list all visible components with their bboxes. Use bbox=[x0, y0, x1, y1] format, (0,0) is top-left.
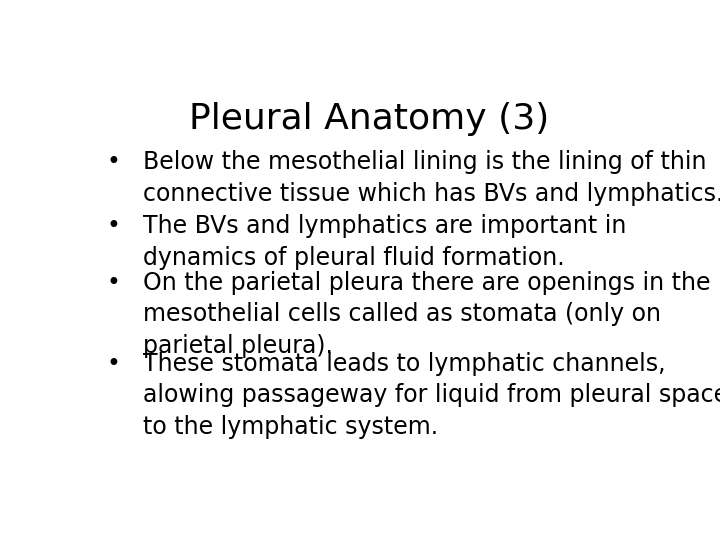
Text: On the parietal pleura there are openings in the
mesothelial cells called as sto: On the parietal pleura there are opening… bbox=[143, 271, 711, 358]
Text: •: • bbox=[107, 214, 121, 239]
Text: •: • bbox=[107, 352, 121, 376]
Text: The BVs and lymphatics are important in
dynamics of pleural fluid formation.: The BVs and lymphatics are important in … bbox=[143, 214, 626, 270]
Text: Below the mesothelial lining is the lining of thin
connective tissue which has B: Below the mesothelial lining is the lini… bbox=[143, 150, 720, 206]
Text: •: • bbox=[107, 150, 121, 174]
Text: Pleural Anatomy (3): Pleural Anatomy (3) bbox=[189, 102, 549, 136]
Text: These stomata leads to lymphatic channels,
alowing passageway for liquid from pl: These stomata leads to lymphatic channel… bbox=[143, 352, 720, 439]
Text: •: • bbox=[107, 271, 121, 295]
